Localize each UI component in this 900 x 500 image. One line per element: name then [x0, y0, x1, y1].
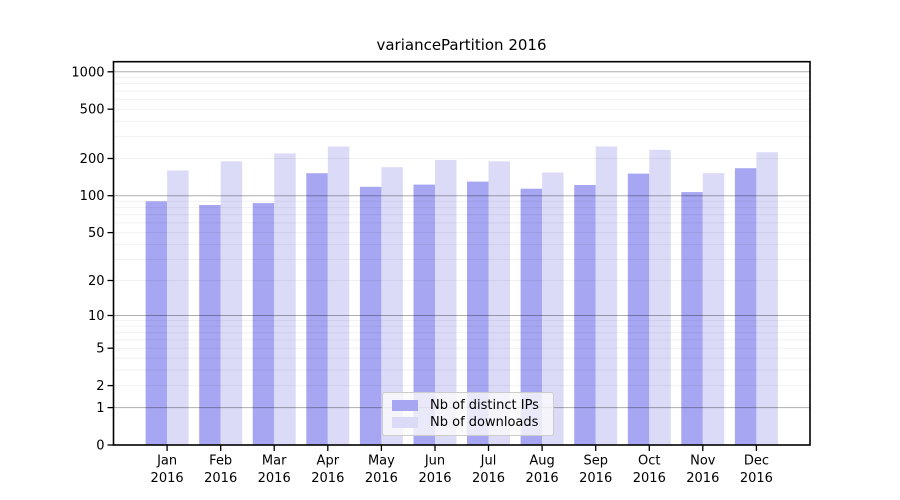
bar-nb-of-distinct-ips-aug [520, 188, 543, 445]
x-tick-year-jan: 2016 [151, 471, 184, 486]
bar-nb-of-distinct-ips-mar [252, 203, 275, 445]
y-tick-label-200: 200 [80, 152, 105, 167]
x-tick-year-apr: 2016 [311, 471, 344, 486]
x-tick-year-may: 2016 [365, 471, 398, 486]
x-tick-year-mar: 2016 [258, 471, 291, 486]
x-tick-year-nov: 2016 [686, 471, 719, 486]
y-tick-label-20: 20 [88, 274, 105, 289]
bar-nb-of-distinct-ips-may [359, 186, 382, 446]
x-tick-label-jan: Jan [156, 454, 177, 469]
x-tick-year-jun: 2016 [418, 471, 451, 486]
x-tick-label-jun: Jun [424, 454, 445, 469]
bar-nb-of-downloads-mar [274, 153, 296, 445]
x-tick-label-dec: Dec [744, 454, 769, 469]
y-tick-label-1000: 1000 [71, 65, 104, 80]
bar-nb-of-downloads-apr [327, 146, 350, 445]
x-tick-label-jul: Jul [480, 454, 497, 469]
legend-item-distinct-ips: Nb of distinct IPs [392, 397, 545, 414]
legend-swatch-distinct-ips-icon [392, 400, 418, 411]
x-tick-year-feb: 2016 [204, 471, 237, 486]
bar-nb-of-downloads-nov [702, 173, 725, 445]
x-tick-label-may: May [368, 454, 395, 469]
plot-border [112, 60, 811, 446]
bar-nb-of-downloads-aug [542, 172, 564, 445]
bar-nb-of-distinct-ips-jul [467, 181, 489, 445]
x-tick-year-aug: 2016 [526, 471, 559, 486]
y-tick-label-5: 5 [96, 342, 104, 357]
y-tick-label-2: 2 [96, 379, 104, 394]
x-tick-year-oct: 2016 [633, 471, 666, 486]
bar-nb-of-distinct-ips-oct [627, 173, 650, 445]
bar-nb-of-distinct-ips-nov [681, 192, 703, 445]
bar-nb-of-downloads-oct [649, 149, 671, 446]
chart-title: variancePartition 2016 [376, 36, 547, 54]
x-tick-label-sep: Sep [583, 454, 608, 469]
bar-nb-of-distinct-ips-dec [734, 168, 757, 445]
bar-nb-of-distinct-ips-apr [306, 173, 328, 445]
bar-nb-of-downloads-may [381, 167, 403, 445]
y-tick-label-100: 100 [80, 189, 105, 204]
x-tick-label-feb: Feb [209, 454, 232, 469]
y-tick-label-50: 50 [88, 226, 105, 241]
x-tick-label-aug: Aug [529, 454, 554, 469]
bar-nb-of-downloads-jul [488, 161, 510, 446]
y-tick-label-500: 500 [80, 103, 105, 118]
x-tick-label-mar: Mar [262, 454, 287, 469]
bar-nb-of-distinct-ips-sep [574, 185, 596, 445]
x-tick-label-oct: Oct [638, 454, 660, 469]
bar-nb-of-downloads-sep [595, 146, 618, 445]
bar-nb-of-downloads-dec [756, 152, 778, 445]
legend-label-downloads: Nb of downloads [430, 415, 539, 430]
legend-swatch-downloads-icon [392, 417, 418, 428]
bar-nb-of-downloads-jan [167, 170, 189, 445]
bar-nb-of-distinct-ips-feb [199, 205, 221, 445]
y-tick-label-10: 10 [88, 309, 105, 324]
legend-label-distinct-ips: Nb of distinct IPs [430, 398, 539, 413]
legend-item-downloads: Nb of downloads [392, 414, 545, 431]
legend: Nb of distinct IPs Nb of downloads [382, 392, 554, 436]
bar-nb-of-distinct-ips-jun [413, 184, 435, 445]
bar-nb-of-downloads-feb [220, 161, 243, 446]
x-tick-year-dec: 2016 [740, 471, 773, 486]
y-tick-label-0: 0 [96, 439, 104, 454]
y-tick-label-1: 1 [96, 401, 104, 416]
x-tick-year-jul: 2016 [472, 471, 505, 486]
x-tick-label-nov: Nov [690, 454, 716, 469]
bar-nb-of-distinct-ips-jan [145, 201, 168, 445]
x-tick-label-apr: Apr [317, 454, 340, 469]
x-tick-year-sep: 2016 [579, 471, 612, 486]
bar-nb-of-downloads-jun [435, 159, 457, 445]
